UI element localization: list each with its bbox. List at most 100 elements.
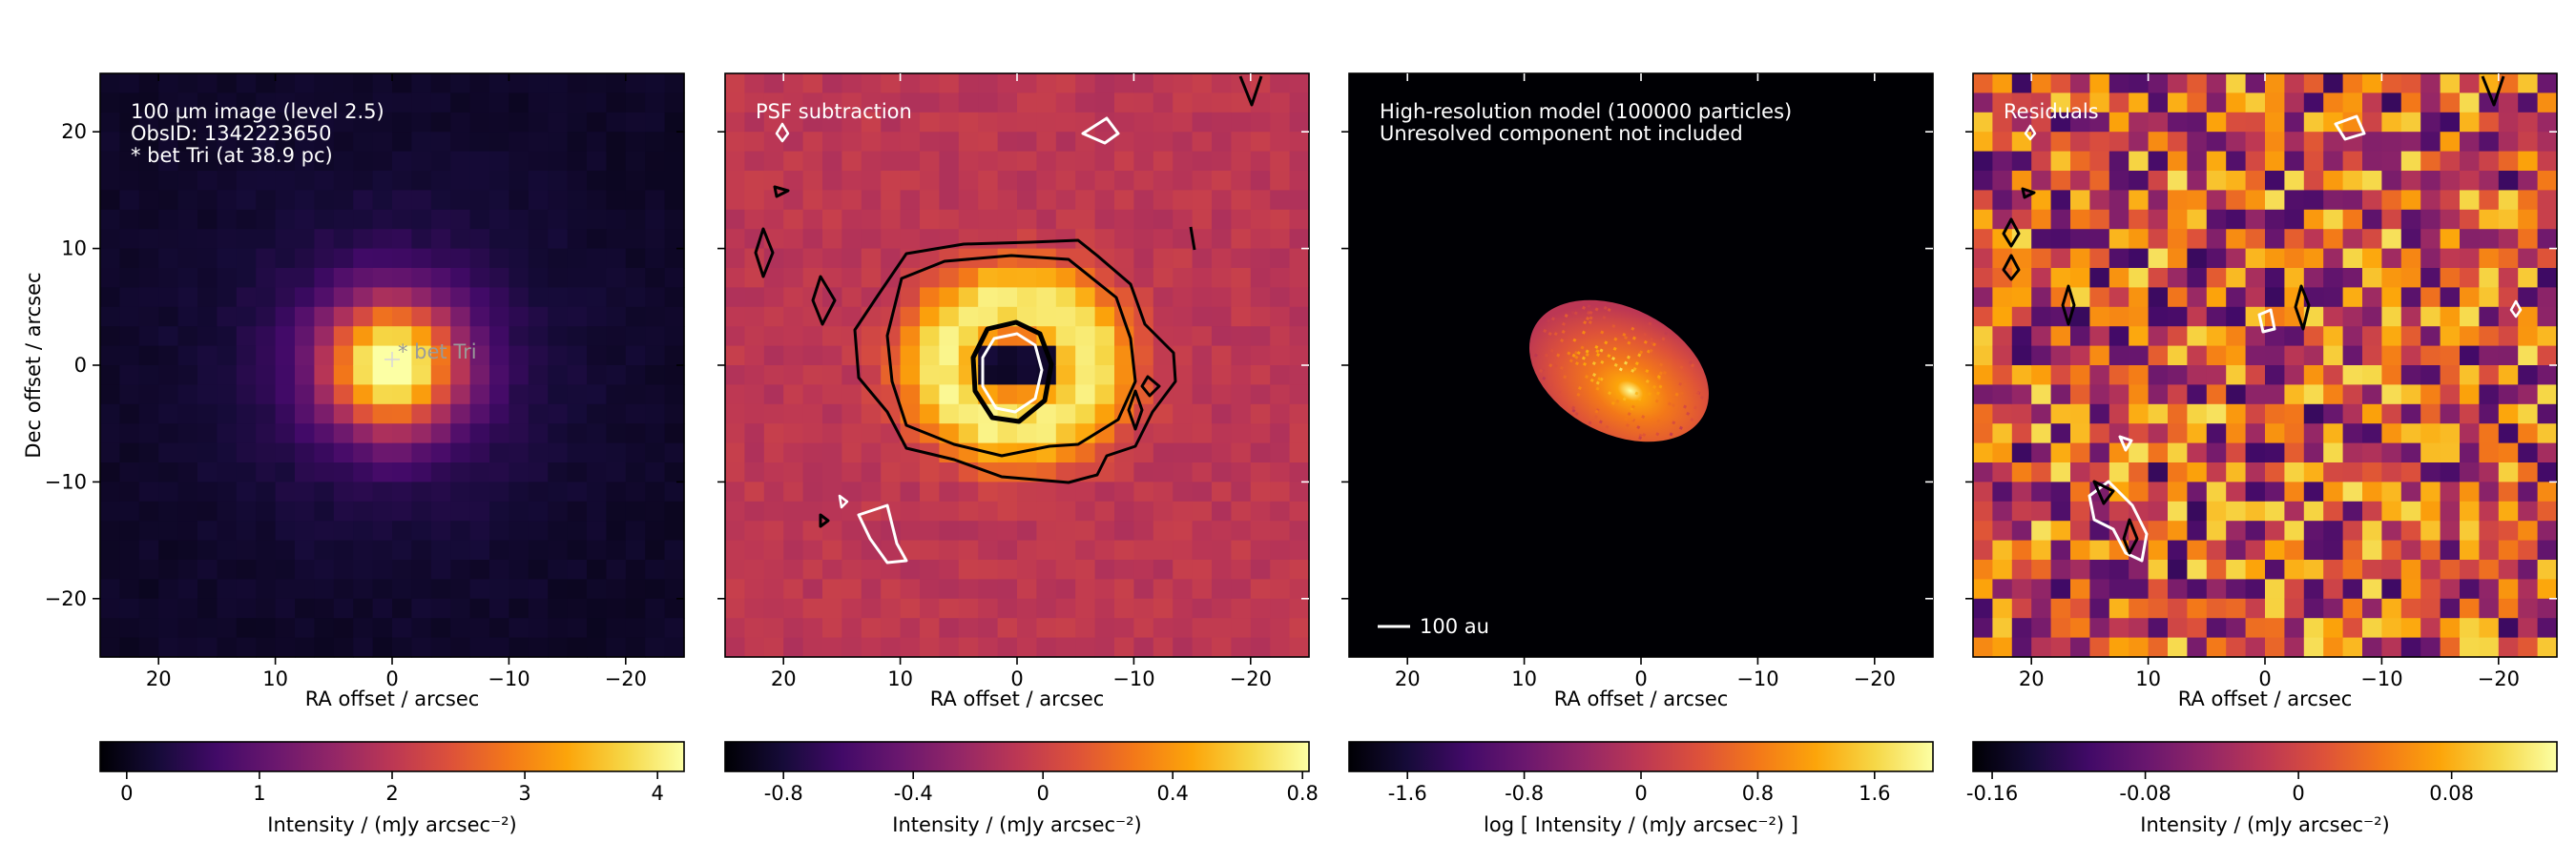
image-pixel [2537,92,2558,113]
image-pixel [2323,365,2344,385]
image-pixel [236,598,257,619]
image-pixel [158,560,179,580]
image-pixel [2303,501,2324,522]
image-pixel [1094,365,1115,385]
image-pixel [2323,151,2344,172]
image-pixel [450,73,471,93]
image-pixel [1212,501,1232,522]
model-particle [1647,392,1652,397]
image-pixel [920,132,940,153]
image-pixel [314,598,335,619]
panel-4-text-line-1: Residuals [2004,100,2099,123]
image-pixel [158,92,179,113]
image-pixel [1075,423,1096,444]
image-pixel [1212,112,1232,133]
image-pixel [1192,423,1213,444]
image-pixel [528,560,549,580]
image-pixel [469,501,490,522]
image-pixel [2168,423,2188,444]
image-pixel [489,287,509,308]
image-pixel [2498,403,2519,424]
image-pixel [1973,560,1993,580]
image-pixel [100,345,120,366]
image-pixel [2168,306,2188,327]
model-particle [1594,409,1599,414]
image-pixel [217,384,238,405]
image-pixel [1133,151,1154,172]
image-pixel [841,306,862,327]
image-pixel [2245,462,2266,482]
image-pixel [2109,151,2129,172]
image-pixel [1250,92,1271,113]
image-pixel [2265,209,2285,230]
image-pixel [881,73,902,93]
image-pixel [625,92,646,113]
image-pixel [1289,73,1310,93]
image-pixel [978,521,999,542]
image-pixel [1114,560,1134,580]
image-pixel [2362,598,2382,619]
image-pixel [2420,423,2441,444]
image-pixel [372,540,393,561]
image-pixel [2070,384,2090,405]
image-pixel [2381,482,2402,503]
image-pixel [2362,637,2382,658]
image-pixel [744,151,765,172]
image-pixel [256,171,277,191]
image-pixel [138,268,159,288]
image-pixel [587,326,607,347]
image-pixel [645,462,666,482]
image-pixel [2284,482,2305,503]
image-pixel [1173,306,1194,327]
image-pixel [567,287,588,308]
image-pixel [2011,345,2032,366]
image-pixel [2323,92,2344,113]
image-pixel [920,482,940,503]
image-pixel [119,365,140,385]
image-pixel [783,345,804,366]
image-pixel [2518,171,2539,191]
image-pixel [1231,579,1252,600]
image-pixel [2498,171,2519,191]
image-pixel [822,560,842,580]
x-tick-label: 0 [1010,667,1023,690]
image-pixel [314,151,335,172]
image-pixel [2187,598,2208,619]
image-pixel [2129,326,2150,347]
image-pixel [509,345,530,366]
image-pixel [1270,442,1291,463]
image-pixel [744,209,765,230]
image-pixel [625,365,646,385]
image-pixel [2226,365,2247,385]
image-pixel [725,384,745,405]
image-pixel [177,209,198,230]
image-pixel [606,384,627,405]
image-pixel [587,501,607,522]
image-pixel [2518,482,2539,503]
image-pixel [119,287,140,308]
image-pixel [333,73,354,93]
image-pixel [1270,579,1291,600]
image-pixel [2109,384,2129,405]
image-pixel [138,287,159,308]
image-pixel [2460,92,2480,113]
image-pixel [2089,306,2110,327]
y-tick-label: −20 [45,587,87,610]
image-pixel [997,171,1018,191]
image-pixel [2168,92,2188,113]
image-pixel [197,345,218,366]
image-pixel [1250,462,1271,482]
image-pixel [958,73,979,93]
image-pixel [2168,151,2188,172]
image-pixel [2148,112,2169,133]
image-pixel [2245,229,2266,250]
image-pixel [314,540,335,561]
image-pixel [2518,618,2539,639]
colorbar-tick-label: -0.08 [2119,782,2171,805]
image-pixel [822,92,842,113]
image-pixel [236,560,257,580]
image-pixel [2089,248,2110,269]
image-pixel [333,306,354,327]
image-pixel [1289,190,1310,211]
image-pixel [744,306,765,327]
